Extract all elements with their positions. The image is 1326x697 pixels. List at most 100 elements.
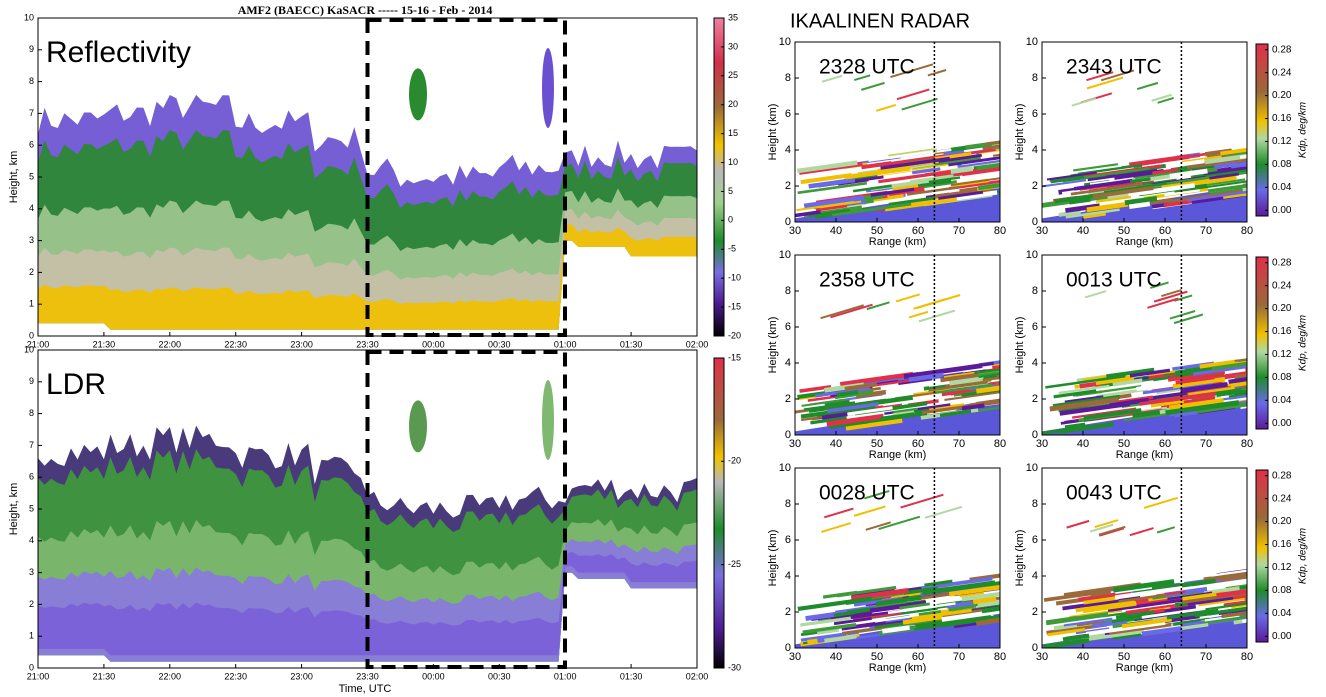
radar-echo [995, 388, 1000, 394]
colorbar-tick-label: -20 [728, 456, 741, 466]
radar-echo [994, 390, 1000, 397]
radar-echo [821, 74, 843, 83]
highlight-box [365, 18, 567, 337]
radar-echo [1239, 154, 1247, 159]
radar-echo [906, 185, 960, 196]
y-tick-label: 6 [29, 140, 34, 150]
y-tick-label: 0 [785, 642, 791, 654]
x-tick-label: 80 [994, 438, 1006, 450]
radar-echo [1075, 627, 1110, 635]
radar-echo [1082, 210, 1107, 219]
radar-echo [1172, 376, 1226, 389]
radar-echo [1163, 199, 1193, 208]
echo-layer [795, 63, 1000, 222]
radar-echo [899, 602, 931, 610]
radar-echo [1167, 369, 1226, 382]
radar-echo [978, 148, 1000, 157]
x-tick-label: 00:30 [488, 339, 511, 349]
radar-echo [1072, 407, 1137, 419]
radar-echo [1089, 523, 1114, 533]
radar-echo [968, 361, 994, 369]
radar-echo [1130, 177, 1151, 184]
radar-echo [38, 224, 697, 330]
colorbar-tick-label: 0.08 [1272, 159, 1292, 170]
y-tick-label: 6 [785, 108, 791, 120]
radar-echo [1090, 590, 1112, 597]
x-tick-label: 22:00 [159, 671, 182, 681]
radar-echo [880, 156, 951, 170]
radar-echo [836, 585, 897, 598]
radar-echo [815, 386, 871, 398]
radar-echo [1192, 364, 1247, 376]
colorbar-tick-label: 0.04 [1272, 395, 1292, 406]
radar-echo [1168, 397, 1224, 410]
x-tick-label: 30 [789, 651, 801, 663]
x-tick-label: 22:30 [224, 671, 247, 681]
colorbar-tick-label: -15 [728, 301, 741, 311]
radar-echo [1083, 595, 1119, 605]
y-tick-label: 10 [1026, 462, 1038, 474]
radar-echo [1147, 297, 1179, 309]
radar-echo [1115, 586, 1153, 594]
y-tick-label: 4 [785, 357, 791, 369]
y-tick-label: 2 [1032, 606, 1038, 618]
y-tick-label: 8 [29, 408, 34, 418]
radar-echo [1076, 619, 1104, 627]
radar-echo [949, 179, 1000, 190]
radar-echo [1207, 183, 1247, 193]
y-tick-label: 10 [779, 462, 791, 474]
radar-echo [948, 584, 1000, 597]
radar-echo [961, 591, 1000, 602]
radar-echo [1129, 368, 1171, 378]
radar-echo [892, 410, 915, 417]
panel-label: Reflectivity [46, 36, 191, 69]
radar-echo [853, 505, 886, 517]
radar-echo [816, 627, 840, 635]
radar-echo [961, 403, 985, 411]
radar-echo [38, 551, 697, 656]
radar-echo [890, 63, 934, 79]
radar-echo [844, 382, 878, 391]
radar-echo [1161, 289, 1182, 298]
radar-echo [865, 521, 891, 531]
colorbar-tick-label: 0.08 [1272, 585, 1292, 596]
x-tick-label: 70 [1200, 225, 1212, 237]
radar-echo [826, 413, 884, 427]
x-tick-label: 70 [953, 225, 965, 237]
radar-echo [1154, 578, 1216, 592]
radar-echo [950, 177, 1000, 187]
colorbar-tick-label: 0.00 [1272, 418, 1292, 429]
radar-echo [1174, 180, 1247, 193]
radar-echo [928, 380, 988, 392]
radar-echo [962, 168, 1000, 177]
x-tick-label: 30 [1036, 225, 1048, 237]
x-tick-label: 01:30 [620, 339, 643, 349]
radar-echo [1167, 591, 1213, 601]
section-title: IKAALINEN RADAR [790, 10, 970, 32]
y-tick-label: 4 [29, 203, 34, 213]
radar-echo [797, 160, 858, 174]
radar-echo [803, 195, 865, 209]
panel-label: 2328 UTC [819, 56, 915, 79]
radar-echo [1124, 195, 1158, 206]
radar-echo [1139, 391, 1216, 406]
radar-echo [1205, 371, 1247, 382]
radar-echo [1203, 571, 1247, 582]
x-tick-label: 60 [1159, 225, 1171, 237]
radar-echo [831, 202, 912, 217]
radar-echo [1157, 97, 1174, 104]
radar-echo [924, 579, 953, 587]
colorbar-tick-label: 0.24 [1272, 67, 1292, 78]
y-tick-label: 6 [785, 534, 791, 546]
frame [794, 467, 1001, 649]
y-tick-label: 10 [24, 12, 34, 22]
y-tick-label: 5 [29, 503, 34, 513]
colorbar [1255, 469, 1269, 643]
radar-echo [802, 623, 857, 634]
x-tick-label: 50 [871, 438, 883, 450]
radar-echo [1098, 525, 1126, 536]
y-tick-label: 6 [1032, 108, 1038, 120]
radar-echo [1186, 156, 1247, 170]
x-tick-label: 02:00 [686, 671, 709, 681]
